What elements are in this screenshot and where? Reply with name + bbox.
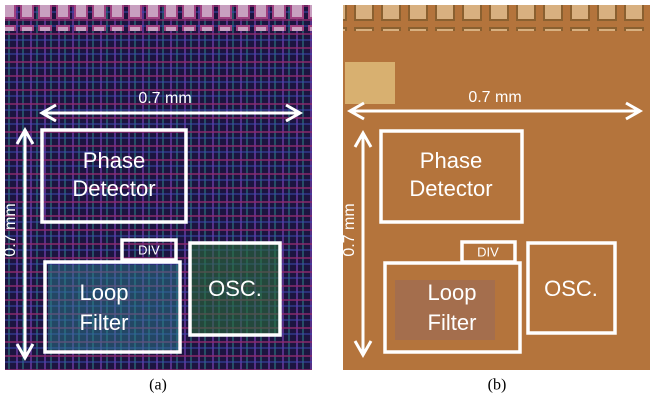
panel-a: 0.7 mm 0.7 mm Phase Detector DIV Loop Fi…: [2, 5, 312, 394]
block-label: Detector: [72, 176, 155, 201]
block-label: Loop: [80, 280, 129, 305]
block-label: Detector: [409, 176, 492, 201]
block-label: Phase: [420, 148, 482, 173]
block-label: Filter: [428, 310, 477, 335]
body: {"panels": [ {"caption": "(a)", "width_l…: [0, 0, 657, 399]
height-label: 0.7 mm: [341, 203, 358, 256]
die-photo: [343, 5, 650, 370]
filter-layout: [48, 265, 178, 350]
figure: 0.7 mm 0.7 mm Phase Detector DIV Loop Fi…: [0, 0, 657, 399]
block-label: OSC.: [544, 276, 598, 301]
block-label: DIV: [138, 242, 160, 257]
pad-row: [343, 5, 650, 31]
page: PLL layout and die photo body { margin: …: [0, 0, 657, 399]
photo-feature: [345, 62, 395, 104]
block-label: Loop: [428, 280, 477, 305]
height-label: 0.7 mm: [2, 203, 19, 256]
block-label: OSC.: [208, 276, 262, 301]
block-label: Phase: [83, 148, 145, 173]
width-label: 0.7 mm: [468, 89, 521, 106]
block-label: Filter: [80, 310, 129, 335]
pad-row: [5, 5, 312, 31]
caption: (b): [488, 377, 507, 394]
caption: (a): [149, 377, 167, 394]
panel-b: 0.7 mm 0.7 mm Phase Detector DIV Loop Fi…: [341, 5, 650, 394]
block-label: DIV: [477, 244, 499, 259]
width-label: 0.7 mm: [138, 90, 191, 107]
